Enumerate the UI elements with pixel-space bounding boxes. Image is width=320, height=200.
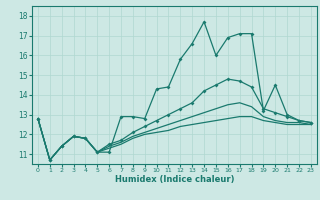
X-axis label: Humidex (Indice chaleur): Humidex (Indice chaleur) xyxy=(115,175,234,184)
